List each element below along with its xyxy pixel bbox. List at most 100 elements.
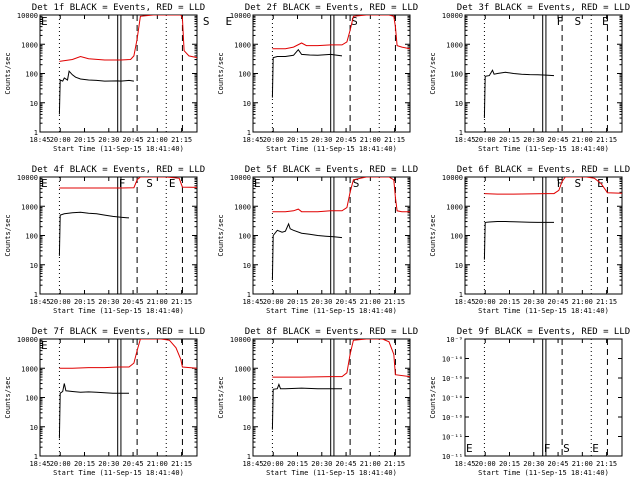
x-tick-label: 21:15 (384, 460, 405, 468)
series-events (58, 211, 130, 256)
y-tick-label: 10 (30, 262, 38, 270)
y-tick-label: 10⁻¹⁰ (442, 356, 463, 364)
x-tick-label: 20:45 (123, 460, 144, 468)
x-tick-label: 20:45 (123, 136, 144, 144)
x-tick-label: 20:45 (336, 460, 357, 468)
x-tick-label: 20:00 (50, 460, 71, 468)
x-tick-label: 20:15 (499, 298, 520, 306)
y-tick-label: 10⁻¹¹ (442, 434, 463, 442)
y-tick-label: 1000 (234, 203, 251, 211)
y-tick-label: 10 (243, 424, 251, 432)
y-tick-label: 100 (450, 71, 463, 79)
y-tick-label: 1 (459, 291, 463, 299)
series-events (483, 69, 555, 119)
x-tick-label: 21:15 (596, 136, 617, 144)
y-tick-label: 100 (238, 71, 251, 79)
x-tick-label: 21:00 (572, 298, 593, 306)
x-tick-label: 20:15 (74, 460, 95, 468)
y-tick-label: 10⁻¹⁰ (442, 375, 463, 383)
plot-frame (39, 176, 198, 295)
x-tick-label: 18:45 (242, 298, 263, 306)
x-axis-label: Start Time (11-Sep-15 18:41:40) (478, 307, 609, 315)
marker-label: E (169, 177, 176, 190)
marker-label: E (226, 15, 233, 28)
x-axis-label: Start Time (11-Sep-15 18:41:40) (53, 145, 184, 153)
y-tick-label: 1 (34, 129, 38, 137)
plot-frame (464, 14, 623, 133)
y-tick-label: 10000 (17, 336, 38, 344)
panel-det7f: Det 7f BLACK = Events, RED = LLD Counts/s… (4, 327, 205, 477)
marker-label: F (544, 442, 551, 455)
marker-label: E (41, 177, 48, 190)
x-tick-label: 20:15 (74, 298, 95, 306)
series-events (58, 383, 129, 439)
y-tick-label: 100 (238, 233, 251, 241)
y-tick-label: 10 (455, 100, 463, 108)
y-tick-label: 1000 (21, 41, 38, 49)
y-axis-label: Counts/sec (4, 52, 12, 94)
series-events (483, 221, 554, 260)
x-tick-label: 21:15 (384, 298, 405, 306)
x-tick-label: 20:45 (548, 136, 569, 144)
panel-title: Det 4f BLACK = Events, RED = LLD (32, 165, 205, 175)
y-axis-label: Counts/sec (217, 214, 225, 256)
series-events (271, 382, 342, 430)
series-lld (59, 339, 197, 369)
x-tick-label: 18:45 (242, 460, 263, 468)
y-tick-label: 100 (450, 233, 463, 241)
marker-label: E (254, 177, 261, 190)
x-tick-label: 18:45 (454, 460, 475, 468)
y-tick-label: 100 (25, 71, 38, 79)
x-tick-label: 20:30 (311, 460, 332, 468)
x-axis-label: Start Time (11-Sep-15 18:41:40) (478, 145, 609, 153)
panel-title: Det 7f BLACK = Events, RED = LLD (32, 327, 205, 337)
series-events (58, 70, 134, 115)
y-tick-label: 1000 (21, 203, 38, 211)
x-tick-label: 20:45 (548, 460, 569, 468)
series-events (271, 48, 343, 98)
y-tick-label: 10 (30, 100, 38, 108)
x-tick-label: 20:30 (311, 298, 332, 306)
y-tick-label: 10 (455, 262, 463, 270)
y-axis-label: Counts/sec (4, 214, 12, 256)
y-axis-label: Counts/sec (217, 376, 225, 418)
series-lld (59, 177, 197, 189)
x-tick-label: 20:00 (475, 298, 496, 306)
y-tick-label: 10000 (17, 12, 38, 20)
x-tick-label: 18:45 (29, 298, 50, 306)
y-tick-label: 10000 (442, 174, 463, 182)
x-tick-label: 21:00 (572, 460, 593, 468)
marker-label: S (146, 177, 153, 190)
panel-det3f: Det 3f BLACK = Events, RED = LLD Counts/s… (429, 3, 630, 153)
y-tick-label: 1 (247, 291, 251, 299)
series-events (271, 222, 343, 281)
y-axis-label: Counts/sec (429, 214, 437, 256)
x-axis-label: Start Time (11-Sep-15 18:41:40) (266, 307, 397, 315)
marker-label: S (574, 15, 581, 28)
series-lld (484, 177, 622, 195)
series-lld (272, 15, 410, 50)
x-tick-label: 21:00 (360, 136, 381, 144)
x-tick-label: 21:00 (147, 460, 168, 468)
panel-title: Det 6f BLACK = Events, RED = LLD (457, 165, 630, 175)
marker-label: E (602, 15, 609, 28)
x-tick-label: 20:30 (523, 460, 544, 468)
y-tick-label: 1000 (234, 365, 251, 373)
y-tick-label: 10⁻⁹ (446, 336, 463, 344)
marker-label: F (557, 15, 564, 28)
x-axis-label: Start Time (11-Sep-15 18:41:40) (53, 469, 184, 477)
panel-det4f: Det 4f BLACK = Events, RED = LLD Counts/s… (4, 165, 205, 315)
x-tick-label: 20:00 (475, 136, 496, 144)
panel-title: Det 5f BLACK = Events, RED = LLD (245, 165, 418, 175)
x-tick-label: 20:15 (499, 460, 520, 468)
x-axis-label: Start Time (11-Sep-15 18:41:40) (478, 469, 609, 477)
marker-label: E (41, 339, 48, 352)
x-tick-label: 20:45 (123, 298, 144, 306)
x-tick-label: 20:45 (336, 298, 357, 306)
y-tick-label: 1 (247, 129, 251, 137)
y-tick-label: 100 (238, 395, 251, 403)
panel-title: Det 8f BLACK = Events, RED = LLD (245, 327, 418, 337)
marker-label: S (353, 177, 360, 190)
y-axis-label: Counts/sec (4, 376, 12, 418)
x-tick-label: 20:30 (523, 136, 544, 144)
